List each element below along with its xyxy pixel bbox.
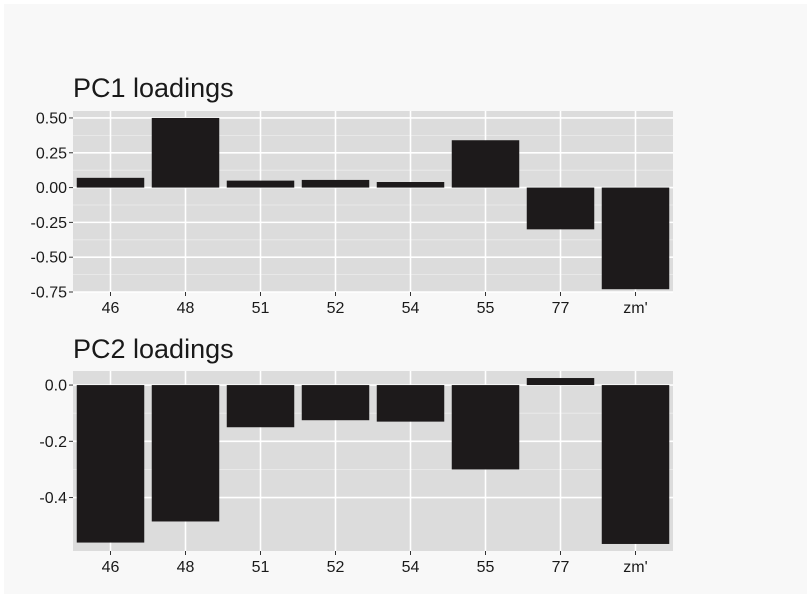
x-tick-label: 55	[477, 559, 495, 576]
pc2-bar-55	[451, 385, 520, 470]
pc2-bar-77	[526, 378, 595, 386]
y-tick-label: 0.25	[36, 145, 67, 162]
pc1-bar-52	[301, 179, 370, 188]
x-tick-label: 77	[552, 300, 570, 317]
pc2-bar-51	[226, 385, 295, 428]
pc1-bar-zm	[601, 187, 670, 290]
pc2-bar-zm	[601, 385, 670, 544]
y-tick-label: -0.4	[39, 490, 67, 507]
y-tick-label: -0.2	[39, 434, 67, 451]
y-tick-label: 0.0	[45, 378, 67, 395]
pc1-bar-55	[451, 140, 520, 188]
x-tick-label: 48	[177, 559, 195, 576]
pc1-chart: PC1 loadings 0.50 0.25 0.00 -0.25 -0.50 -0.75 4…	[31, 73, 673, 317]
y-tick-label: 0.00	[36, 180, 67, 197]
x-tick-label: zm'	[623, 559, 647, 576]
x-tick-label: 48	[177, 300, 195, 317]
pc2-chart: PC2 loadings 0.0 -0.2 -0.4 46 48 51 52 54 55 77 zm'	[39, 334, 673, 576]
x-tick-label: 52	[327, 300, 345, 317]
x-tick-label: 52	[327, 559, 345, 576]
x-tick-label: 46	[102, 300, 120, 317]
y-tick-label: -0.50	[31, 250, 68, 267]
loadings-figure: PC1 loadings 0.50 0.25 0.00 -0.25 -0.50 -0.75 4…	[31, 73, 673, 576]
y-tick-label: 0.50	[36, 110, 67, 127]
pc1-bar-77	[526, 187, 595, 230]
figure-frame: PC1 loadings 0.50 0.25 0.00 -0.25 -0.50 -0.75 4…	[4, 4, 807, 594]
pc1-bar-48	[151, 117, 220, 188]
x-tick-label: 77	[552, 559, 570, 576]
pc1-bar-46	[76, 177, 145, 188]
x-tick-label: 55	[477, 300, 495, 317]
x-tick-label: 54	[402, 559, 420, 576]
x-tick-label: 51	[252, 300, 270, 317]
pc2-bar-46	[76, 385, 145, 543]
y-tick-label: -0.75	[31, 285, 68, 302]
x-tick-label: 51	[252, 559, 270, 576]
pc2-title: PC2 loadings	[73, 334, 234, 364]
x-tick-label: 46	[102, 559, 120, 576]
y-tick-label: -0.25	[31, 215, 68, 232]
pc1-bar-51	[226, 180, 295, 188]
x-tick-label: 54	[402, 300, 420, 317]
pc1-title: PC1 loadings	[73, 73, 234, 103]
pc1-bar-54	[376, 182, 445, 188]
x-tick-label: zm'	[623, 300, 647, 317]
pc2-bar-52	[301, 385, 370, 421]
pc2-bar-48	[151, 385, 220, 522]
pc2-bar-54	[376, 385, 445, 422]
